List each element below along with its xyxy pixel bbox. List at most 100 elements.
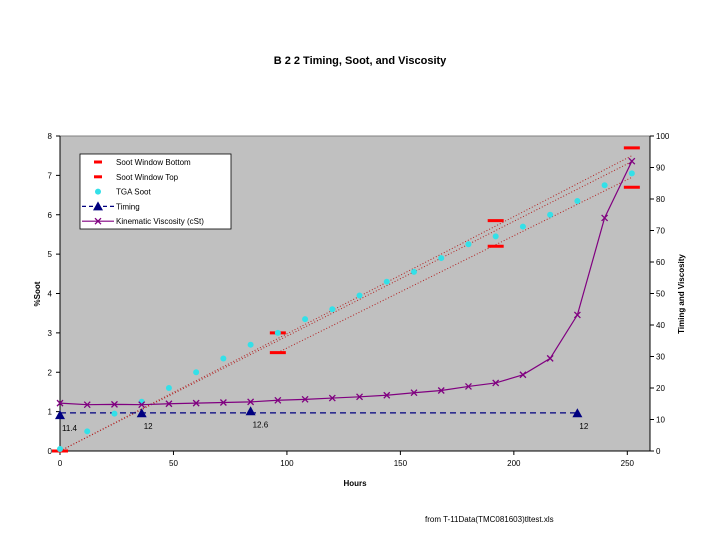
x-tick-label: 150 <box>394 459 408 468</box>
data-point <box>57 446 63 453</box>
legend-label: Soot Window Bottom <box>116 158 191 167</box>
x-tick-label: 50 <box>169 459 178 468</box>
y2-tick-label: 70 <box>656 227 665 236</box>
data-point <box>165 385 172 391</box>
annotations: 11.4 12 12.6 12 <box>62 420 589 433</box>
data-point <box>492 379 500 387</box>
x-marker-stroke <box>83 401 91 409</box>
trendline <box>59 161 633 452</box>
trendlines <box>59 155 633 452</box>
data-label: 12.6 <box>253 420 269 429</box>
x-marker-stroke <box>165 400 173 408</box>
data-point <box>55 410 65 420</box>
x-marker-stroke <box>328 394 336 402</box>
data-point <box>245 406 256 416</box>
y2-axis-label: Timing and Viscosity <box>677 254 686 334</box>
x-marker-stroke <box>410 389 418 397</box>
data-point <box>628 170 635 177</box>
data-point <box>301 395 309 403</box>
y-tick-label: 3 <box>48 329 53 338</box>
data-point <box>329 306 336 313</box>
legend-item: Soot Window Top <box>94 173 179 182</box>
data-point <box>220 355 227 362</box>
data-point <box>193 369 200 376</box>
legend-box <box>79 153 232 230</box>
chart-title: B 2 2 Timing, Soot, and Viscosity <box>274 55 447 67</box>
y-tick-label: 8 <box>48 132 53 141</box>
y-tick-label: 6 <box>48 211 53 220</box>
legend: Soot Window Bottom Soot Window Top TGA Soo… <box>79 153 232 230</box>
data-label: 12 <box>579 422 588 431</box>
legend-swatch <box>95 188 101 195</box>
series-timing <box>55 406 583 420</box>
legend-item: Soot Window Bottom <box>94 158 191 167</box>
data-point <box>546 354 554 362</box>
data-point <box>438 255 445 262</box>
series-tga-soot <box>57 170 635 453</box>
x-marker-stroke <box>274 396 282 404</box>
x-marker-stroke <box>628 157 636 165</box>
axes: 0 50 100 150 200 2500123456780102030405060708… <box>48 132 670 468</box>
legend-swatch <box>94 217 102 225</box>
x-marker-stroke <box>247 398 255 406</box>
y-tick-label: 2 <box>48 368 53 377</box>
data-point <box>328 394 336 402</box>
data-point <box>165 400 173 408</box>
y2-tick-label: 50 <box>656 290 665 299</box>
data-point <box>465 241 472 248</box>
data-point <box>383 278 390 285</box>
data-point <box>274 396 282 404</box>
data-point <box>383 391 391 399</box>
data-point <box>56 399 64 407</box>
y-axis-label: %Soot <box>33 281 42 306</box>
x-marker-stroke <box>573 311 581 319</box>
x-marker-stroke <box>56 399 64 407</box>
data-point <box>492 233 499 240</box>
legend-label: TGA Soot <box>116 188 151 197</box>
legend-label: Soot Window Top <box>116 173 179 182</box>
x-axis-label: Hours <box>343 479 367 488</box>
y-tick-label: 7 <box>48 171 53 180</box>
data-point <box>247 341 254 348</box>
data-point <box>465 382 472 390</box>
x-marker-stroke <box>356 393 363 401</box>
data-point <box>601 214 609 222</box>
x-marker-stroke <box>601 214 609 222</box>
x-marker-stroke <box>546 354 554 362</box>
x-tick-label: 0 <box>58 459 63 468</box>
legend-item: TGA Soot <box>95 188 151 197</box>
data-point <box>138 401 146 409</box>
data-label: 11.4 <box>62 424 78 433</box>
data-point <box>573 311 581 319</box>
data-point <box>601 182 608 189</box>
series-line <box>59 160 633 406</box>
x-tick-label: 100 <box>280 459 294 468</box>
data-point <box>410 389 418 397</box>
data-point <box>192 399 200 407</box>
y-tick-label: 4 <box>48 290 53 299</box>
data-point <box>437 387 445 394</box>
data-point <box>247 398 255 406</box>
series-kinematic-viscosity-cst <box>56 157 636 409</box>
x-marker-stroke <box>138 401 146 409</box>
y2-tick-label: 20 <box>656 384 665 393</box>
y-tick-label: 5 <box>48 250 53 259</box>
x-marker-stroke <box>519 371 527 379</box>
data-point <box>84 428 91 435</box>
x-marker-stroke <box>492 379 500 387</box>
data-point <box>111 400 118 408</box>
x-marker-stroke <box>465 382 472 390</box>
legend-label: Kinematic Viscosity (cSt) <box>116 217 204 226</box>
source-note: from T-11Data(TMC081603)tltest.xls <box>425 515 554 524</box>
x-marker-stroke <box>383 391 391 399</box>
data-point <box>356 393 363 401</box>
y2-tick-label: 30 <box>656 353 665 362</box>
x-marker-stroke <box>437 387 445 394</box>
y-tick-label: 0 <box>48 447 53 456</box>
data-point <box>519 223 526 230</box>
x-marker-stroke <box>192 399 200 407</box>
legend-item: Kinematic Viscosity (cSt) <box>82 217 204 226</box>
legend-label: Timing <box>116 202 140 211</box>
data-point <box>411 268 417 275</box>
